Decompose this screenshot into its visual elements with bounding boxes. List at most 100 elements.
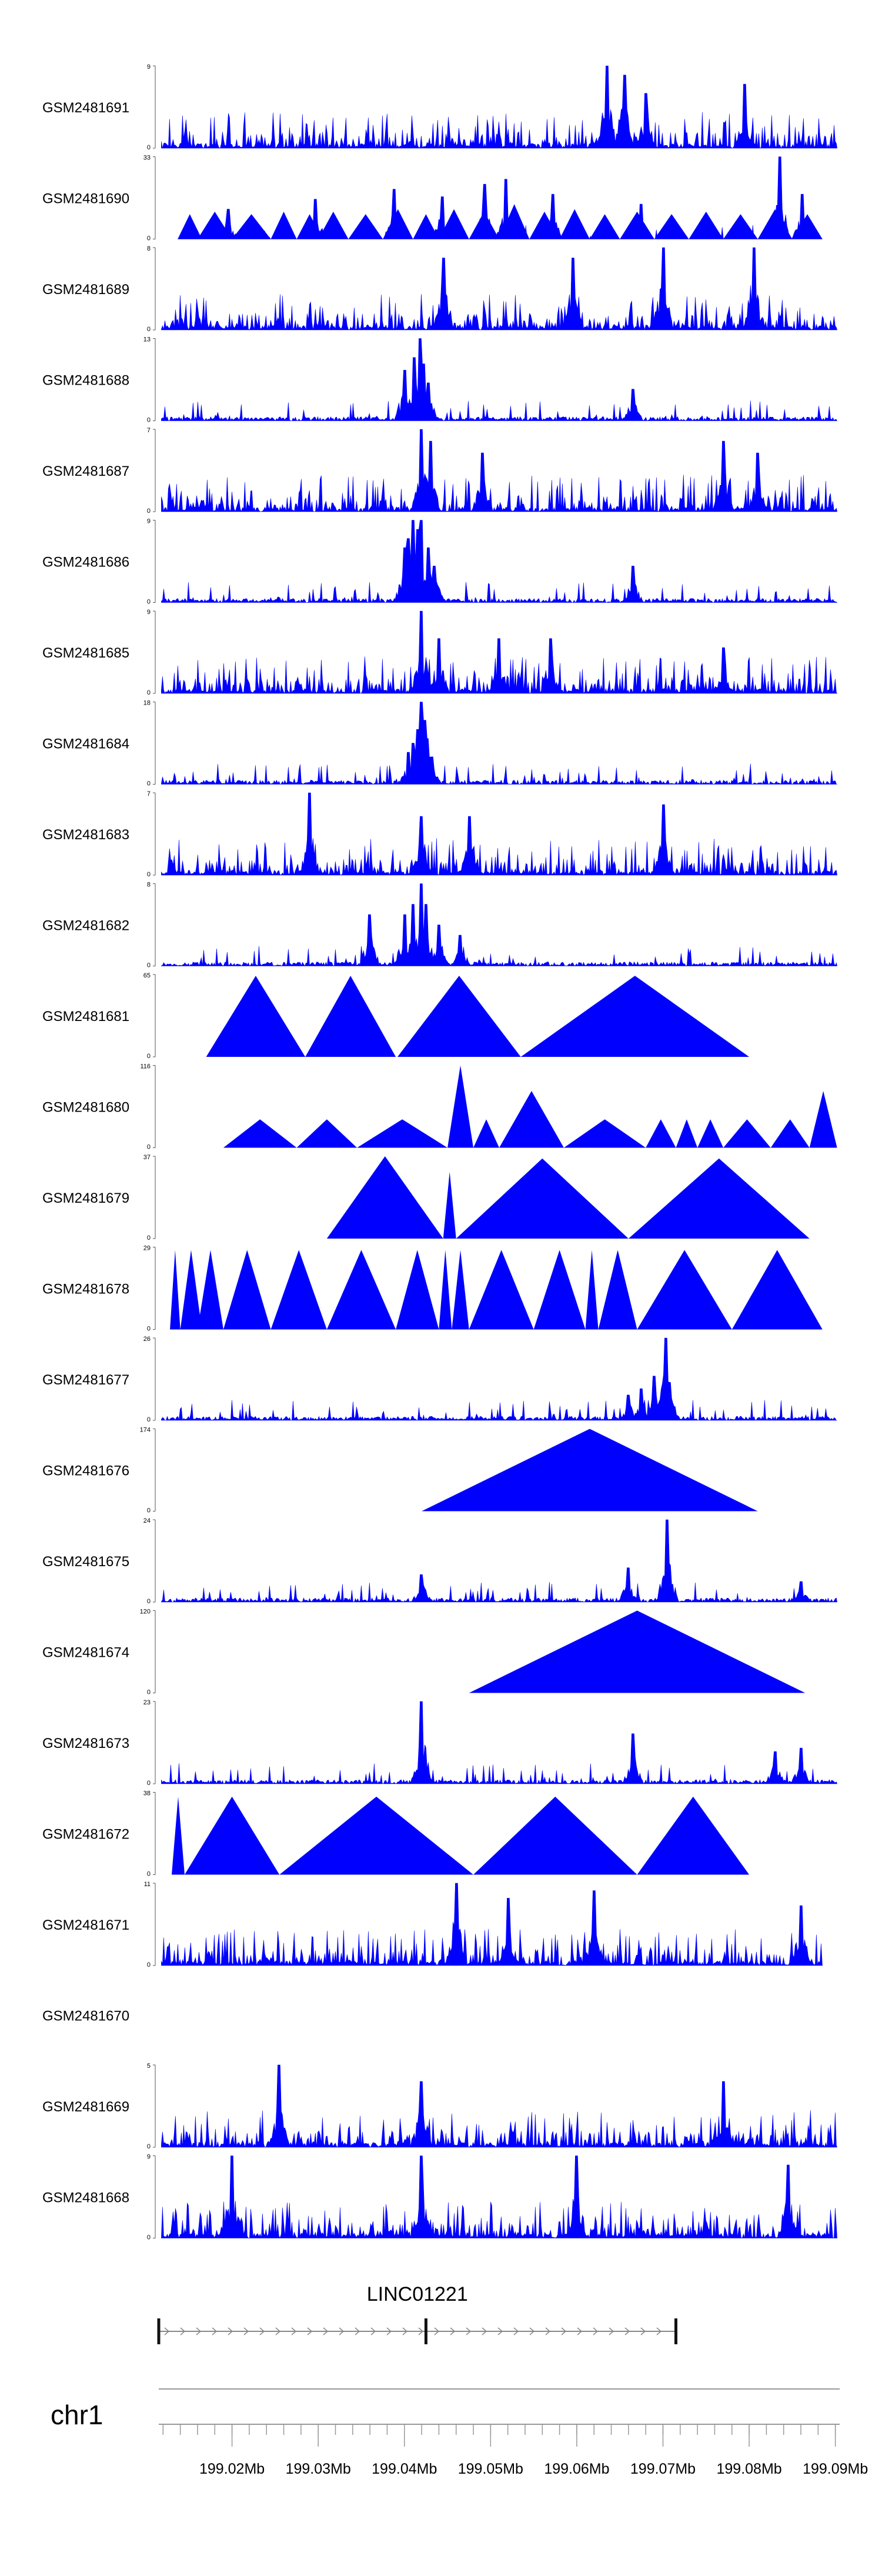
coverage-triangle [598, 1250, 637, 1330]
coverage-triangle [452, 1250, 469, 1330]
coverage-triangle [676, 1119, 698, 1148]
y-min-label: 0 [147, 235, 151, 242]
y-max-label: 23 [143, 1699, 151, 1706]
y-min-label: 0 [147, 1961, 151, 1968]
y-min-label: 0 [147, 599, 151, 606]
y-max-label: 8 [147, 882, 151, 889]
y-max-label: 7 [147, 427, 151, 434]
y-min-label: 0 [147, 780, 151, 788]
gene-body [157, 2318, 677, 2344]
y-min-label: 0 [147, 1598, 151, 1605]
track-label: GSM2481680 [42, 1100, 129, 1116]
track-label: GSM2481675 [42, 1554, 129, 1570]
strand-arrow [529, 2327, 535, 2335]
coverage-signal [161, 338, 838, 422]
x-tick-label: 199.04Mb [372, 2461, 437, 2477]
track-label: GSM2481689 [42, 282, 129, 298]
coverage-triangle [397, 976, 521, 1057]
coverage-triangle [270, 1250, 327, 1330]
coverage-triangle [178, 214, 202, 239]
coverage-triangle [396, 1250, 439, 1330]
coverage-triangle [270, 211, 297, 239]
coverage-triangle [723, 1119, 771, 1148]
strand-arrow [307, 2327, 313, 2335]
track-label: GSM2481669 [42, 2099, 129, 2115]
coverage-triangle [469, 1250, 534, 1330]
strand-arrow [228, 2327, 233, 2335]
y-min-label: 0 [147, 2143, 151, 2150]
track-GSM2481683: GSM2481683 7 0 [42, 790, 837, 878]
strand-arrow [609, 2327, 614, 2335]
track-GSM2481682: GSM2481682 8 0 [42, 882, 837, 969]
y-min-label: 0 [147, 1507, 151, 1514]
y-min-label: 0 [147, 1326, 151, 1333]
coverage-triangle [443, 1172, 456, 1239]
strand-arrow [466, 2327, 472, 2335]
y-min-label: 0 [147, 689, 151, 696]
coverage-triangle [348, 214, 383, 239]
track-GSM2481684: GSM2481684 18 0 [42, 700, 837, 788]
y-min-label: 0 [147, 144, 151, 151]
strand-arrow [180, 2327, 186, 2335]
coverage-tracks: GSM248169190GSM2481690330GSM248168980GSM… [42, 64, 838, 2241]
coverage-signal [161, 2155, 837, 2239]
track-label: GSM2481691 [42, 100, 129, 116]
strand-arrow [593, 2327, 599, 2335]
strand-arrow [434, 2327, 440, 2335]
coverage-signal [161, 429, 837, 512]
strand-arrow [339, 2327, 345, 2335]
track-label: GSM2481683 [42, 827, 129, 843]
strand-arrow [497, 2327, 503, 2335]
track-GSM2481677: GSM2481677 26 0 [42, 1336, 837, 1423]
coverage-triangle [296, 1119, 358, 1148]
y-min-label: 0 [147, 1871, 151, 1878]
track-label: GSM2481688 [42, 373, 129, 389]
strand-arrow [291, 2327, 297, 2335]
coverage-signal [178, 156, 823, 240]
track-GSM2481688: GSM2481688 13 0 [42, 336, 838, 424]
y-min-label: 0 [147, 417, 151, 424]
track-GSM2481676: GSM2481676 174 0 [42, 1427, 758, 1514]
strand-arrow [243, 2327, 249, 2335]
strand-arrow [355, 2327, 360, 2335]
y-max-label: 9 [147, 609, 151, 616]
y-max-label: 33 [143, 155, 151, 162]
coverage-triangle [469, 1610, 806, 1693]
track-label: GSM2481671 [42, 1917, 129, 1933]
track-GSM2481690: GSM2481690 33 0 [42, 155, 823, 242]
strand-arrow [402, 2327, 408, 2335]
exon-mark [157, 2318, 161, 2344]
strand-arrow [259, 2327, 265, 2335]
coverage-triangle [357, 1119, 448, 1148]
y-min-label: 0 [147, 871, 151, 878]
track-label: GSM2481684 [42, 736, 129, 752]
y-max-label: 38 [143, 1790, 151, 1797]
y-max-label: 37 [143, 1154, 151, 1161]
coverage-triangle [499, 1090, 564, 1148]
y-max-label: 26 [143, 1336, 151, 1343]
track-GSM2481673: GSM2481673 23 0 [42, 1699, 838, 1787]
x-tick-label: 199.09Mb [803, 2461, 868, 2477]
coverage-triangle [422, 1429, 758, 1511]
track-label: GSM2481682 [42, 918, 129, 934]
strand-arrow [513, 2327, 519, 2335]
coverage-signal [161, 1337, 837, 1421]
coverage-signal [161, 1701, 838, 1784]
x-tick-label: 199.03Mb [286, 2461, 351, 2477]
track-GSM2481680: GSM2481680 116 0 [42, 1063, 837, 1151]
strand-arrow [275, 2327, 281, 2335]
coverage-triangle [589, 214, 620, 239]
strand-arrow [386, 2327, 392, 2335]
track-label: GSM2481673 [42, 1736, 129, 1751]
coverage-triangle [520, 976, 750, 1057]
strand-arrow [418, 2327, 424, 2335]
coverage-triangle [723, 214, 758, 239]
y-max-label: 13 [143, 336, 151, 343]
coverage-triangle [697, 1119, 724, 1148]
track-GSM2481679: GSM2481679 37 0 [42, 1154, 810, 1242]
y-max-label: 9 [147, 518, 151, 525]
y-max-label: 174 [140, 1427, 151, 1434]
track-GSM2481675: GSM2481675 24 0 [42, 1517, 837, 1605]
coverage-signal [161, 1883, 823, 1967]
